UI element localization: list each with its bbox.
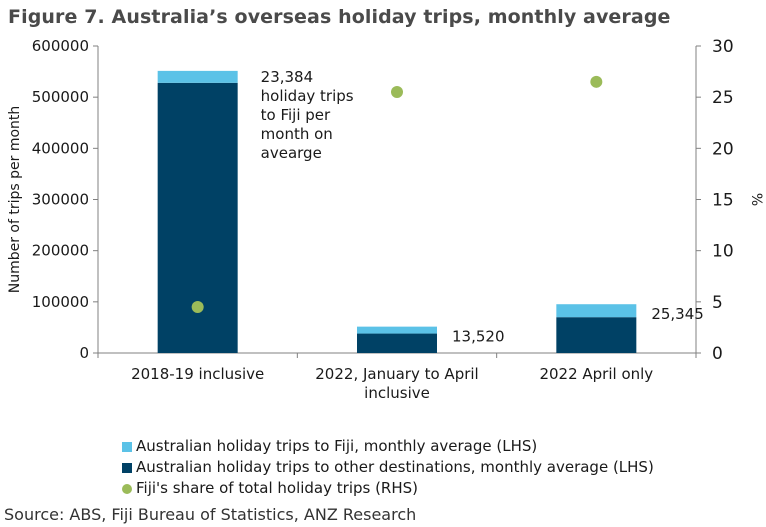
- bar-other: [357, 333, 437, 353]
- y-tick-label: 400000: [32, 139, 89, 157]
- y2-tick-label: 0: [712, 344, 723, 364]
- chart-bars: [157, 70, 637, 353]
- y2-tick-label: 15: [712, 191, 734, 211]
- y-tick-label: 300000: [32, 191, 89, 209]
- y-axis-title: Number of trips per month: [7, 106, 23, 294]
- point-fiji-share: [191, 300, 204, 313]
- y-tick-label: 200000: [32, 242, 89, 260]
- source-note: Source: ABS, Fiji Bureau of Statistics, …: [4, 505, 417, 524]
- chart-points: [191, 75, 603, 313]
- y2-tick-label: 20: [712, 139, 734, 159]
- y-tick-label: 100000: [32, 293, 89, 311]
- legend: Australian holiday trips to Fiji, monthl…: [122, 436, 654, 499]
- x-tick-label: inclusive: [364, 384, 430, 402]
- legend-label-other: Australian holiday trips to other destin…: [136, 458, 654, 476]
- y2-tick-label: 10: [712, 242, 734, 262]
- bar-fiji: [157, 70, 238, 83]
- chart: 0 100000 200000 300000 400000 500000 600000 0 5 1…: [7, 37, 764, 402]
- data-label: avearge: [261, 144, 322, 162]
- y2-tick-label: 5: [712, 293, 723, 313]
- y-tick-label: 0: [79, 344, 89, 362]
- legend-swatch-fiji: [122, 441, 132, 452]
- bar-fiji: [357, 326, 437, 334]
- legend-label-fiji: Australian holiday trips to Fiji, monthl…: [136, 437, 538, 455]
- legend-item-other: Australian holiday trips to other destin…: [122, 457, 654, 478]
- data-label: 23,384: [261, 68, 314, 86]
- point-fiji-share: [590, 75, 603, 88]
- legend-marker-share: [122, 483, 132, 494]
- point-fiji-share: [391, 86, 403, 99]
- legend-swatch-other: [122, 462, 132, 473]
- x-tick-label: 2022, January to April: [315, 365, 478, 383]
- y2-axis-title: %: [748, 193, 764, 206]
- x-tick-label: 2018-19 inclusive: [131, 365, 264, 383]
- legend-label-share: Fiji's share of total holiday trips (RHS…: [136, 479, 419, 497]
- data-label: 25,345: [651, 305, 704, 323]
- x-tick-label: 2022 April only: [539, 365, 653, 383]
- y2-tick-label: 25: [712, 88, 734, 108]
- bar-other: [556, 317, 637, 353]
- legend-item-fiji: Australian holiday trips to Fiji, monthl…: [122, 436, 654, 457]
- legend-item-share: Fiji's share of total holiday trips (RHS…: [122, 478, 654, 499]
- bar-fiji: [556, 304, 637, 318]
- data-label: to Fiji per: [261, 106, 331, 124]
- chart-axes: 0 100000 200000 300000 400000 500000 600000 0 5 1…: [7, 37, 764, 402]
- data-label: holiday trips: [261, 87, 354, 105]
- y-tick-label: 500000: [32, 88, 89, 106]
- y2-tick-label: 30: [712, 37, 734, 57]
- y-tick-label: 600000: [32, 37, 89, 55]
- data-label: 13,520: [452, 328, 505, 346]
- chart-title: Figure 7. Australia’s overseas holiday t…: [8, 6, 671, 28]
- data-label: month on: [261, 125, 333, 143]
